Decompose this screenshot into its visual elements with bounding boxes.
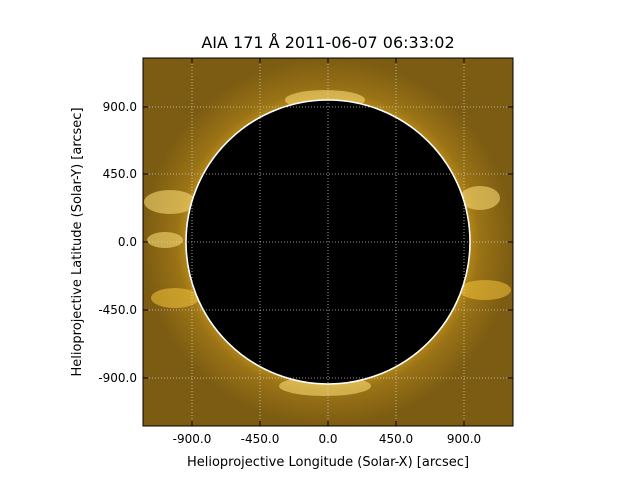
y-tick-label: -900.0 (98, 371, 137, 385)
x-tick-labels: -900.0 -450.0 0.0 450.0 900.0 (173, 432, 482, 446)
y-tick-label: -450.0 (98, 303, 137, 317)
x-tick-label: 900.0 (447, 432, 481, 446)
y-axis-label: Helioprojective Latitude (Solar-Y) [arcs… (70, 107, 85, 376)
y-tick-label: 450.0 (103, 167, 137, 181)
x-tick-label: -900.0 (173, 432, 212, 446)
y-ticks (143, 106, 513, 379)
x-tick-label: 450.0 (379, 432, 413, 446)
plot-title: AIA 171 Å 2011-06-07 06:33:02 (201, 33, 454, 52)
x-ticks (191, 58, 465, 426)
y-tick-labels: 900.0 450.0 0.0 -450.0 -900.0 (98, 100, 137, 385)
image-axes (143, 58, 513, 426)
x-tick-label: 0.0 (318, 432, 337, 446)
x-axis-label: Helioprojective Longitude (Solar-X) [arc… (187, 455, 469, 470)
y-tick-label: 900.0 (103, 100, 137, 114)
y-tick-label: 0.0 (118, 235, 137, 249)
grid-lines (143, 58, 513, 426)
x-tick-label: -450.0 (241, 432, 280, 446)
